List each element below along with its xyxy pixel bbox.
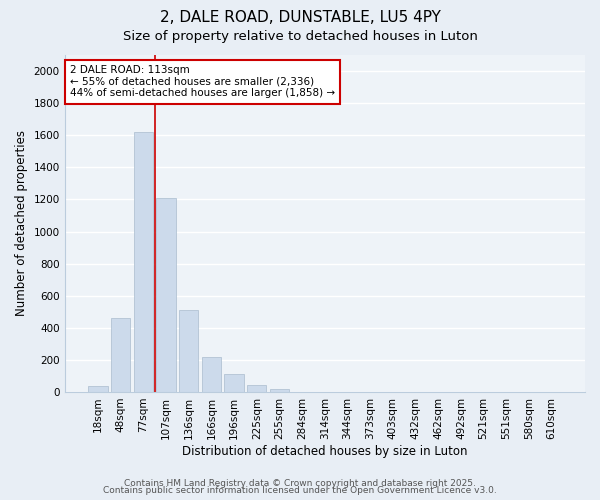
Text: Size of property relative to detached houses in Luton: Size of property relative to detached ho… xyxy=(122,30,478,43)
Bar xyxy=(88,386,107,392)
Bar xyxy=(157,198,176,392)
Y-axis label: Number of detached properties: Number of detached properties xyxy=(15,130,28,316)
Text: 2 DALE ROAD: 113sqm
← 55% of detached houses are smaller (2,336)
44% of semi-det: 2 DALE ROAD: 113sqm ← 55% of detached ho… xyxy=(70,65,335,98)
Bar xyxy=(111,318,130,392)
Bar xyxy=(134,132,153,392)
Bar xyxy=(202,358,221,392)
Text: Contains public sector information licensed under the Open Government Licence v3: Contains public sector information licen… xyxy=(103,486,497,495)
X-axis label: Distribution of detached houses by size in Luton: Distribution of detached houses by size … xyxy=(182,444,467,458)
Text: 2, DALE ROAD, DUNSTABLE, LU5 4PY: 2, DALE ROAD, DUNSTABLE, LU5 4PY xyxy=(160,10,440,25)
Bar xyxy=(224,374,244,392)
Bar xyxy=(247,384,266,392)
Bar xyxy=(270,388,289,392)
Bar xyxy=(179,310,199,392)
Text: Contains HM Land Registry data © Crown copyright and database right 2025.: Contains HM Land Registry data © Crown c… xyxy=(124,478,476,488)
